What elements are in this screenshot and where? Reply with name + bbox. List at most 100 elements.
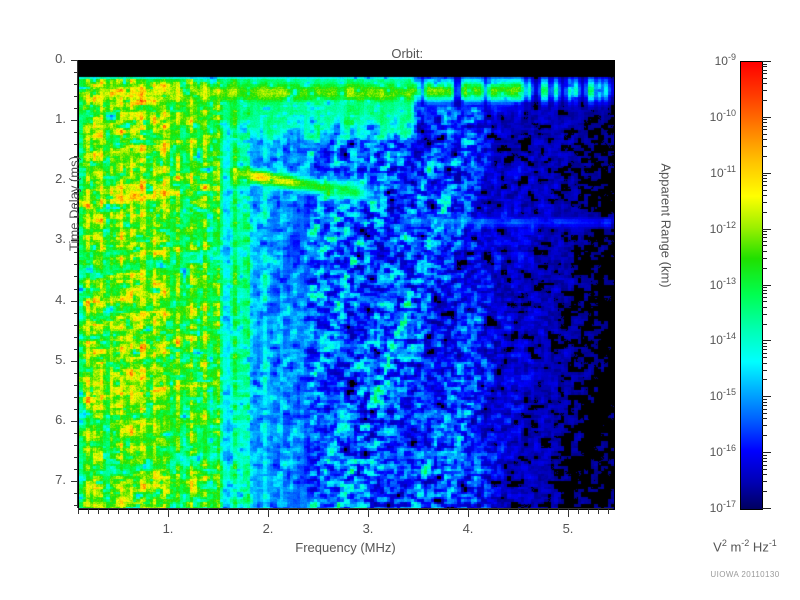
x-tick-minor — [138, 509, 139, 514]
colorbar-tick-label: 10-17 — [709, 499, 736, 515]
colorbar-tick-minor — [762, 435, 767, 436]
x-tick-minor — [198, 509, 199, 514]
x-tick-label: 4. — [462, 521, 474, 536]
x-tick-minor — [418, 509, 419, 514]
y-tick-minor — [74, 313, 78, 314]
y-tick-label: 0. — [55, 51, 66, 66]
colorbar-tick-minor — [762, 146, 767, 147]
x-tick-minor — [238, 509, 239, 514]
colorbar-tick-minor — [762, 425, 767, 426]
colorbar-tick-minor — [762, 379, 767, 380]
colorbar-tick-minor — [762, 66, 767, 67]
x-tick-minor — [318, 509, 319, 514]
x-tick-minor — [398, 509, 399, 514]
x-tick-minor — [408, 509, 409, 514]
colorbar-tick-label: 10-13 — [709, 275, 736, 292]
colorbar-tick-minor — [762, 458, 767, 459]
x-tick-minor — [458, 509, 459, 514]
x-tick-minor — [288, 509, 289, 514]
x-tick-minor — [178, 509, 179, 514]
y-tick-major — [71, 60, 78, 61]
colorbar-tick-minor — [762, 307, 767, 308]
colorbar-tick-minor — [762, 156, 767, 157]
colorbar-tick-minor — [762, 122, 767, 123]
x-tick-minor — [118, 509, 119, 514]
x-tick-minor — [448, 509, 449, 514]
y-tick-major — [71, 180, 78, 181]
colorbar-tick-minor — [762, 469, 767, 470]
colorbar-tick-major — [762, 117, 771, 118]
colorbar-unit-label: V2 m-2 Hz-1 — [690, 538, 800, 554]
colorbar-tick-minor — [762, 231, 767, 232]
x-tick-minor — [498, 509, 499, 514]
x-tick-minor — [508, 509, 509, 514]
x-tick-minor — [428, 509, 429, 514]
y-tick-label: 6. — [55, 411, 66, 427]
x-tick-minor — [298, 509, 299, 514]
colorbar-tick-label: 10-10 — [709, 107, 736, 124]
y-tick-major — [71, 301, 78, 302]
y-tick-label: 1. — [55, 111, 66, 127]
x-tick-minor — [338, 509, 339, 514]
y-tick-label: 2. — [55, 171, 66, 187]
x-tick-minor — [598, 509, 599, 514]
colorbar-tick-minor — [762, 237, 767, 238]
colorbar-tick-minor — [762, 481, 767, 482]
x-tick-minor — [388, 509, 389, 514]
x-tick-major — [468, 509, 469, 517]
colorbar-tick-minor — [762, 175, 767, 176]
colorbar-tick-minor — [762, 83, 767, 84]
y-tick-label: 7. — [55, 471, 66, 487]
y-tick-minor — [74, 156, 78, 157]
colorbar-tick-major — [762, 340, 771, 341]
colorbar-tick-minor — [762, 119, 767, 120]
y-tick-minor — [74, 493, 78, 494]
colorbar-tick-minor — [762, 202, 767, 203]
colorbar-tick-minor — [762, 100, 767, 101]
colorbar-tick-minor — [762, 301, 767, 302]
x-tick-major — [568, 509, 569, 517]
colorbar-tick-minor — [762, 190, 767, 191]
colorbar-tick-minor — [762, 70, 767, 71]
colorbar-tick-minor — [762, 241, 767, 242]
colorbar-tick-minor — [762, 405, 767, 406]
x-tick-minor — [148, 509, 149, 514]
y-tick-label: 5. — [55, 351, 66, 367]
colorbar-tick-minor — [762, 268, 767, 269]
colorbar-tick-minor — [762, 78, 767, 79]
colorbar-tick-minor — [762, 402, 767, 403]
y-tick-minor — [74, 72, 78, 73]
y-tick-minor — [74, 216, 78, 217]
colorbar-tick-minor — [762, 129, 767, 130]
time-delay-axis: 0. 1. 2. 3. 4. 5. 6. 7. — [0, 0, 80, 600]
colorbar-tick-major — [762, 508, 771, 509]
colorbar-tick-minor — [762, 178, 767, 179]
colorbar-tick-major — [762, 229, 771, 230]
x-tick-minor — [608, 509, 609, 514]
colorbar-tick-minor — [762, 343, 767, 344]
x-tick-minor — [378, 509, 379, 514]
x-tick-minor — [128, 509, 129, 514]
colorbar-tick-minor — [762, 399, 767, 400]
radargram-plot-area — [78, 60, 615, 510]
y-tick-minor — [74, 276, 78, 277]
colorbar-tick-major — [762, 173, 771, 174]
colorbar-tick-minor — [762, 413, 767, 414]
colorbar-tick-minor — [762, 287, 767, 288]
x-tick-minor — [358, 509, 359, 514]
y-tick-minor — [74, 373, 78, 374]
unit-meters-exp: -2 — [741, 538, 750, 548]
colorbar-tick-minor — [762, 73, 767, 74]
colorbar-tick-minor — [762, 465, 767, 466]
x-tick-major — [368, 509, 369, 517]
y-tick-minor — [74, 469, 78, 470]
y-tick-minor — [74, 505, 78, 506]
colorbar-tick-major — [762, 61, 771, 62]
colorbar-tick-minor — [762, 324, 767, 325]
unit-hertz: Hz — [749, 539, 769, 555]
credit-footer: UIOWA 20110130 — [710, 570, 780, 579]
colorbar-tick-minor — [762, 461, 767, 462]
y-tick-label: 3. — [55, 231, 66, 247]
x-axis-title: Frequency (MHz) — [295, 540, 396, 555]
unit-volts: V — [713, 539, 722, 555]
